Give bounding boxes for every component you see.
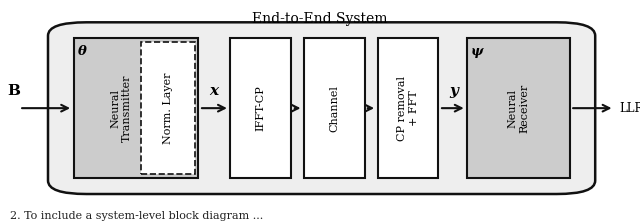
Bar xyxy=(230,38,291,178)
Text: y: y xyxy=(449,85,458,98)
Text: B: B xyxy=(8,85,20,98)
Bar xyxy=(378,38,438,178)
Text: IFFT-CP: IFFT-CP xyxy=(256,85,266,131)
Bar xyxy=(304,38,365,178)
Bar xyxy=(141,42,195,174)
FancyBboxPatch shape xyxy=(48,22,595,194)
Bar xyxy=(467,38,570,178)
Text: Norm. Layer: Norm. Layer xyxy=(163,72,173,144)
Text: End-to-End System: End-to-End System xyxy=(252,12,388,26)
Text: θ: θ xyxy=(77,45,86,58)
Text: LLRs: LLRs xyxy=(620,102,640,115)
Text: CP removal
+ FFT: CP removal + FFT xyxy=(397,76,419,141)
Text: Neural
Transmitter: Neural Transmitter xyxy=(110,74,132,142)
Text: ψ: ψ xyxy=(470,45,483,58)
Text: Neural
Receiver: Neural Receiver xyxy=(508,84,529,133)
Text: x: x xyxy=(209,85,218,98)
Text: Channel: Channel xyxy=(330,85,339,132)
Text: 2. To include a system-level block diagram ...: 2. To include a system-level block diagr… xyxy=(10,211,263,221)
Bar xyxy=(74,38,198,178)
